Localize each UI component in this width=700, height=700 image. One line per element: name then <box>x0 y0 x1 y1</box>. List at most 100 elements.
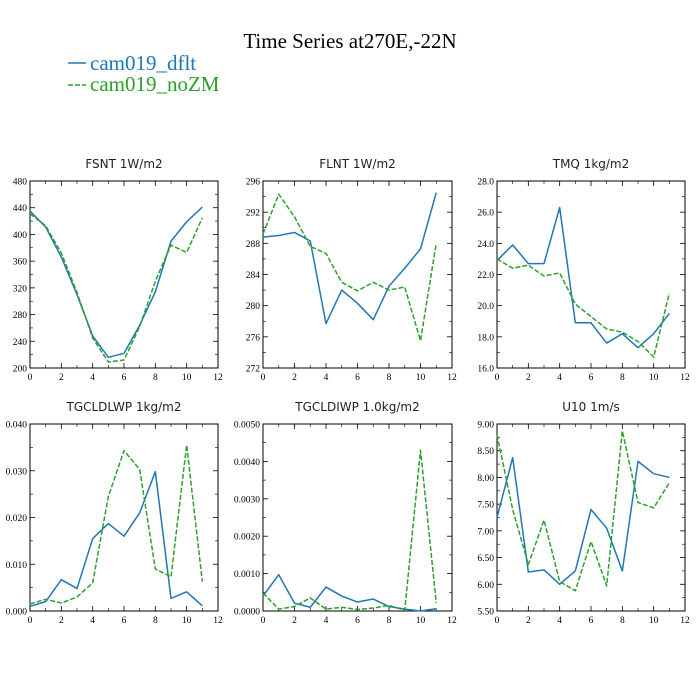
panels-container: FSNT 1W/m20 2 4 6 8 10 12200240280320360400440… <box>6 157 690 626</box>
x-tick-label: 0 <box>28 373 33 383</box>
plot-frame-tgcldiwp <box>262 423 453 612</box>
plot-frame-tmq <box>496 180 686 369</box>
x-tick-label: 4 <box>324 373 329 383</box>
x-tick-label: 12 <box>447 373 457 383</box>
x-tick-label: 4 <box>557 616 562 626</box>
x-tick-label: 2 <box>59 616 64 626</box>
panel-title-fsnt: FSNT 1W/m2 <box>85 157 162 171</box>
panel-tgcldlwp: TGCLDLWP 1kg/m2 0 2 4 6 8 10 12 0.000 0.010 0.020 0… <box>6 400 223 626</box>
panel-tmq: TMQ 1kg/m2 0 2 4 6 8 10 12 16.0 18.0 20.0 22.0 24.0 2… <box>477 157 690 383</box>
y-tick-label: 28.0 <box>477 178 494 188</box>
x-tick-label: 4 <box>324 616 329 626</box>
y-tick-label: 18.0 <box>477 333 494 343</box>
y-tick-label: 0.000 <box>6 608 28 618</box>
series-line-dflt-tmq <box>496 206 670 349</box>
panel-title-u10: U10 1m/s <box>562 400 620 414</box>
x-tick-label: 8 <box>387 373 392 383</box>
x-tick-label: 2 <box>526 373 531 383</box>
series-line-dflt-fsnt <box>29 206 203 359</box>
panel-title-tgcldiwp: TGCLDIWP 1.0kg/m2 <box>294 400 419 414</box>
y-tick-label: 280 <box>246 302 261 312</box>
x-tick-label: 8 <box>387 616 392 626</box>
x-tick-label: 8 <box>620 373 625 383</box>
x-tick-label: 0 <box>495 373 500 383</box>
y-tick-label: 0.0030 <box>234 495 260 505</box>
x-tick-label: 6 <box>355 616 360 626</box>
y-tick-label: 7.00 <box>477 527 494 537</box>
y-tick-label: 0.0020 <box>234 533 260 543</box>
series-line-nozm-flnt <box>262 193 437 342</box>
y-tick-label: 8.00 <box>477 474 494 484</box>
y-tick-label: 400 <box>13 231 28 241</box>
y-tick-label: 0.0010 <box>234 570 260 580</box>
x-tick-label: 0 <box>28 616 33 626</box>
series-line-dflt-tgcldlwp <box>29 470 203 608</box>
y-tick-label: 440 <box>13 204 28 214</box>
y-tick-label: 276 <box>246 333 261 343</box>
x-tick-label: 10 <box>649 616 659 626</box>
y-tick-label: 0.020 <box>6 514 28 524</box>
x-tick-label: 2 <box>292 616 297 626</box>
series-line-nozm-tmq <box>496 258 671 358</box>
y-tick-label: 26.0 <box>477 209 494 219</box>
y-tick-label: 292 <box>246 209 261 219</box>
legend-label-dflt: cam019_dflt <box>90 51 196 75</box>
y-tick-label: 0.0000 <box>234 608 260 618</box>
x-tick-label: 10 <box>649 373 659 383</box>
panel-title-tgcldlwp: TGCLDLWP 1kg/m2 <box>65 400 181 414</box>
panel-title-tmq: TMQ 1kg/m2 <box>552 157 630 171</box>
x-tick-label: 8 <box>153 373 158 383</box>
series-line-nozm-u10 <box>496 430 670 592</box>
x-tick-label: 6 <box>589 616 594 626</box>
y-tick-label: 200 <box>13 365 28 375</box>
panel-tgcldiwp: TGCLDIWP 1.0kg/m2 0 2 4 6 8 10 12 0.0000 0.0010 0.… <box>234 400 457 626</box>
x-tick-label: 10 <box>182 373 192 383</box>
x-tick-label: 0 <box>495 616 500 626</box>
y-tick-label: 7.50 <box>477 501 494 511</box>
y-tick-label: 0.030 <box>6 467 28 477</box>
series-line-dflt-flnt <box>262 192 437 325</box>
x-tick-label: 12 <box>213 616 223 626</box>
x-tick-label: 0 <box>261 616 266 626</box>
x-tick-label: 12 <box>680 616 690 626</box>
panel-flnt: FLNT 1W/m2 0 2 4 6 8 10 12 272 276 280 284 288 292 296 <box>246 157 457 383</box>
y-tick-label: 272 <box>246 365 261 375</box>
panel-title-flnt: FLNT 1W/m2 <box>319 157 396 171</box>
y-tick-label: 8.50 <box>477 447 494 457</box>
x-tick-label: 2 <box>292 373 297 383</box>
legend: cam019_dflt cam019_noZM <box>68 51 220 96</box>
y-tick-label: 240 <box>13 338 28 348</box>
y-tick-label: 20.0 <box>477 302 494 312</box>
x-tick-label: 0 <box>261 373 266 383</box>
y-tick-label: 24.0 <box>477 240 494 250</box>
y-tick-label: 0.0050 <box>234 421 260 431</box>
x-tick-label: 10 <box>182 616 192 626</box>
panel-u10: U10 1m/s 0 2 4 6 8 10 12 5.50 6.00 6.50 7.00 7.50 8.0… <box>477 400 690 626</box>
y-tick-label: 0.040 <box>6 421 28 431</box>
plot-frame-u10 <box>496 423 686 612</box>
x-tick-label: 2 <box>59 373 64 383</box>
x-tick-label: 10 <box>416 616 426 626</box>
x-tick-label: 4 <box>557 373 562 383</box>
y-tick-label: 0.010 <box>6 561 28 571</box>
y-tick-label: 480 <box>13 178 28 188</box>
y-tick-label: 16.0 <box>477 365 494 375</box>
y-tick-label: 6.50 <box>477 554 494 564</box>
x-tick-label: 4 <box>90 373 95 383</box>
x-tick-label: 12 <box>213 373 223 383</box>
x-tick-label: 12 <box>447 616 457 626</box>
y-tick-label: 22.0 <box>477 271 494 281</box>
y-tick-label: 296 <box>246 178 261 188</box>
figure-title: Time Series at270E,-22N <box>243 29 456 53</box>
x-tick-label: 8 <box>153 616 158 626</box>
y-tick-label: 0.0040 <box>234 458 260 468</box>
legend-label-nozm: cam019_noZM <box>90 72 220 96</box>
series-line-nozm-tgcldlwp <box>29 444 204 605</box>
x-tick-label: 8 <box>620 616 625 626</box>
x-tick-label: 12 <box>680 373 690 383</box>
series-line-dflt-tgcldiwp <box>262 573 437 612</box>
y-tick-label: 5.50 <box>477 608 494 618</box>
y-tick-label: 288 <box>246 240 261 250</box>
panel-fsnt: FSNT 1W/m2 0 2 4 6 8 10 12 200 240 280 320 360 400 440… <box>13 157 223 383</box>
